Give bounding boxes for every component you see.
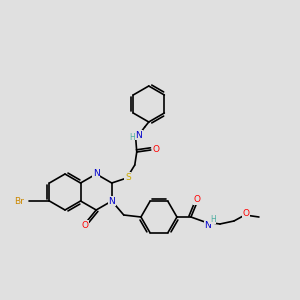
Text: O: O	[152, 145, 159, 154]
Text: S: S	[125, 172, 130, 182]
Text: Br: Br	[14, 196, 24, 206]
Text: H: H	[210, 214, 216, 224]
Text: N: N	[108, 196, 115, 206]
Text: N: N	[135, 130, 142, 140]
Text: N: N	[93, 169, 100, 178]
Text: H: H	[129, 133, 135, 142]
Text: N: N	[205, 221, 211, 230]
Text: O: O	[82, 220, 89, 230]
Text: O: O	[242, 208, 249, 217]
Text: O: O	[194, 196, 200, 205]
